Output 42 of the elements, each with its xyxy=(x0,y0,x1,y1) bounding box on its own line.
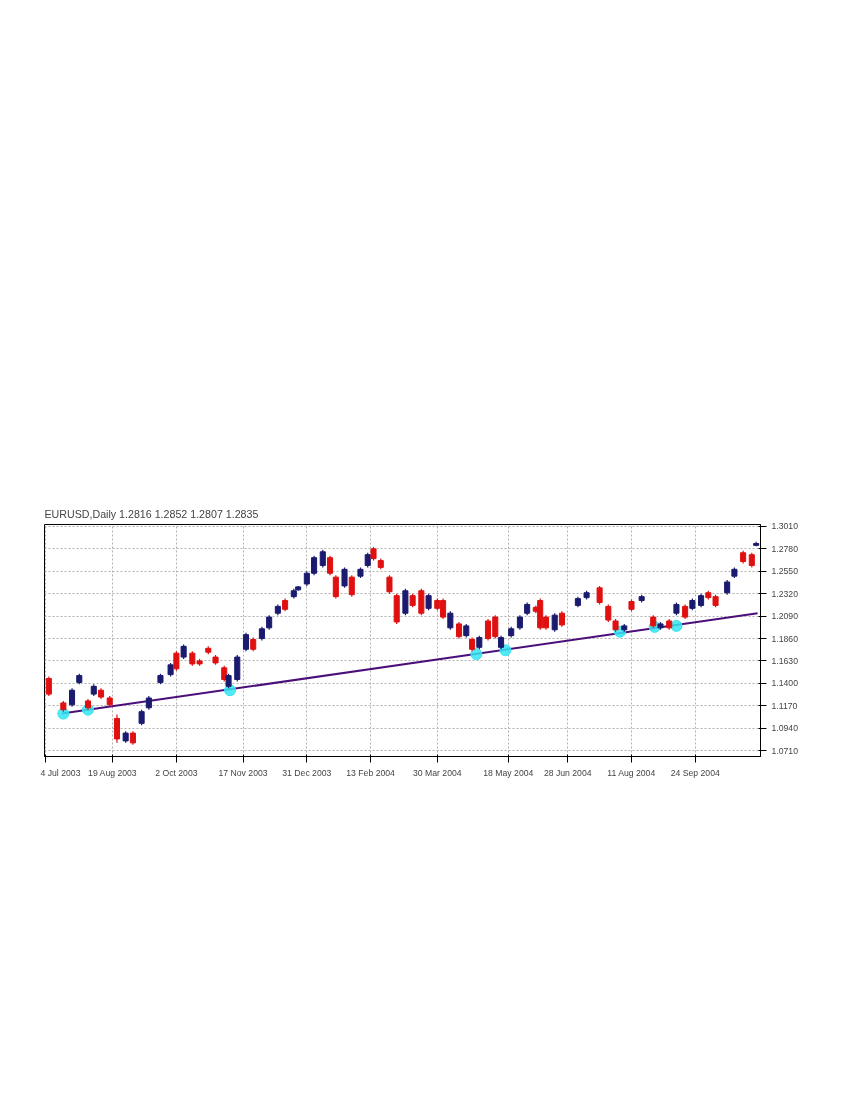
y-tick-label: 1.2550 xyxy=(771,566,799,577)
candlestick xyxy=(113,713,121,744)
x-tick-label: 30 Mar 2004 xyxy=(412,767,462,778)
chart-title: EURUSD,Daily 1.2816 1.2852 1.2807 1.2835 xyxy=(44,507,259,520)
candlestick xyxy=(341,566,348,589)
y-tick-label: 1.1400 xyxy=(771,678,799,689)
point xyxy=(470,648,483,661)
y-tick-label: 1.1630 xyxy=(771,655,799,666)
candlestick xyxy=(348,574,355,598)
y-tick-label: 1.2320 xyxy=(771,588,799,599)
x-tick-label: 13 Feb 2004 xyxy=(346,767,396,778)
x-tick-label: 17 Nov 2003 xyxy=(218,767,268,778)
candlestick xyxy=(386,574,393,595)
x-tick-label: 24 Sep 2004 xyxy=(670,767,721,778)
candlestick xyxy=(242,632,249,652)
x-tick-label: 4 Jul 2003 xyxy=(40,767,81,778)
x-tick-label: 19 Aug 2003 xyxy=(88,767,137,778)
y-tick-label: 1.2090 xyxy=(771,611,799,622)
y-tick-label: 1.0710 xyxy=(771,745,799,756)
y-tick-label: 1.1860 xyxy=(771,633,799,644)
candlestick xyxy=(418,588,425,616)
candlestick xyxy=(326,555,334,576)
candlestick xyxy=(45,675,52,697)
y-tick-label: 1.2780 xyxy=(771,543,799,554)
x-tick-label: 11 Aug 2004 xyxy=(607,767,656,778)
y-tick-label: 1.3010 xyxy=(771,521,799,532)
candlestick xyxy=(332,574,339,600)
point xyxy=(499,644,512,657)
candlestick xyxy=(551,612,558,633)
y-tick-label: 1.0940 xyxy=(771,723,799,734)
x-tick-label: 28 Jun 2004 xyxy=(543,767,592,778)
candlestick xyxy=(234,654,241,683)
candlestick xyxy=(69,687,76,708)
x-tick-label: 31 Dec 2003 xyxy=(282,767,332,778)
candlestick xyxy=(447,610,454,631)
x-tick-label: 18 May 2004 xyxy=(483,767,534,778)
point xyxy=(670,619,683,632)
candlestick xyxy=(173,650,180,672)
y-tick-label: 1.1170 xyxy=(771,700,798,711)
candlestick xyxy=(402,588,409,616)
x-tick-label: 2 Oct 2003 xyxy=(155,767,198,778)
candlestick xyxy=(596,585,603,606)
